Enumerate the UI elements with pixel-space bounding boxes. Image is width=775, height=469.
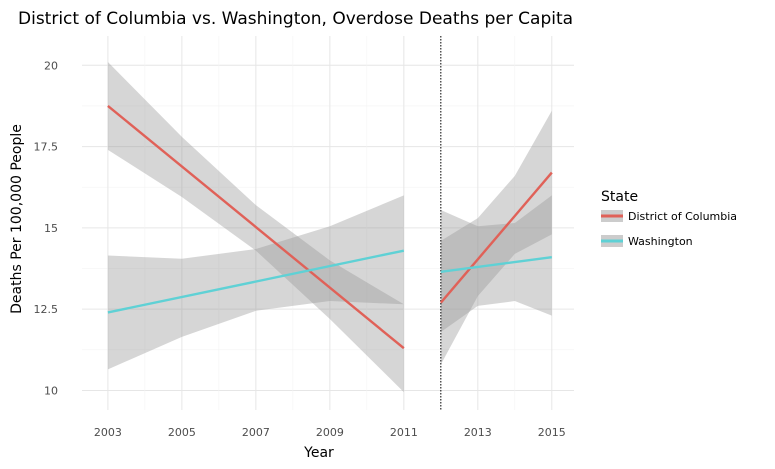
x-axis-title: Year <box>303 445 334 461</box>
x-tick-label: 2015 <box>538 426 566 439</box>
x-tick-label: 2009 <box>316 426 344 439</box>
series-line <box>107 249 405 314</box>
x-tick-label: 2005 <box>168 426 196 439</box>
series-line <box>439 171 553 304</box>
x-tick-label: 2011 <box>390 426 418 439</box>
x-tick-label: 2013 <box>464 426 492 439</box>
tick-labels: 2003 2005 2007 2009 2011 2013 2015 10 12.5 15 17.5… <box>34 59 566 439</box>
y-tick-label: 12.5 <box>34 303 59 316</box>
legend-label: Washington <box>628 235 693 248</box>
legend-items: District of Columbia Washington <box>601 210 737 248</box>
y-tick-label: 10 <box>44 384 58 397</box>
legend-title: State <box>601 189 638 205</box>
legend-label: District of Columbia <box>628 210 737 223</box>
y-tick-label: 15 <box>44 222 58 235</box>
y-tick-label: 17.5 <box>34 141 59 154</box>
x-tick-label: 2007 <box>242 426 270 439</box>
y-axis-title: Deaths Per 100,000 People <box>9 124 25 314</box>
x-tick-label: 2003 <box>94 426 122 439</box>
legend: State District of Columbia Washington <box>601 189 737 248</box>
y-tick-label: 20 <box>44 59 58 72</box>
series-line <box>440 255 552 273</box>
chart-title: District of Columbia vs. Washington, Ove… <box>18 9 573 29</box>
series-line <box>107 104 405 350</box>
grid <box>82 36 574 410</box>
series-lines <box>107 104 553 350</box>
